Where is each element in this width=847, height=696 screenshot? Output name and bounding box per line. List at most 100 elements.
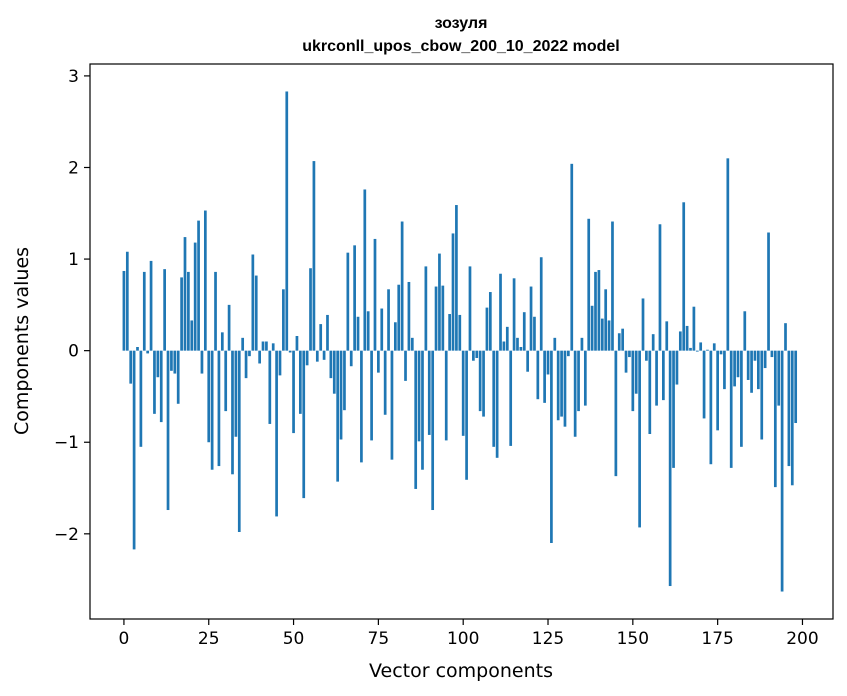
bar — [621, 328, 625, 351]
bar — [740, 350, 743, 447]
x-axis-label: Vector components — [369, 660, 553, 682]
bar — [397, 284, 401, 351]
bar — [315, 350, 319, 362]
bar — [709, 350, 713, 465]
bar — [784, 323, 787, 351]
bar — [203, 210, 207, 351]
bar — [594, 271, 597, 351]
bar — [539, 257, 543, 351]
bar — [153, 350, 156, 414]
bar — [624, 350, 628, 373]
bar — [699, 342, 703, 351]
bar — [258, 350, 261, 364]
bar — [407, 281, 411, 351]
bar — [414, 350, 418, 489]
bar — [329, 350, 333, 379]
bar — [787, 350, 791, 467]
bar — [220, 332, 224, 351]
bar — [570, 163, 574, 351]
bar — [200, 350, 204, 374]
bar — [275, 350, 278, 517]
bar — [360, 350, 363, 463]
bar — [526, 350, 530, 372]
bar — [122, 270, 126, 351]
bar — [672, 350, 675, 468]
bar — [455, 205, 458, 351]
bar — [475, 350, 479, 358]
bar — [499, 273, 502, 351]
bar — [773, 350, 777, 488]
bar — [421, 350, 424, 470]
bar — [733, 350, 736, 387]
bar — [723, 350, 726, 390]
bar — [237, 350, 241, 532]
bar — [139, 350, 143, 447]
bar — [451, 233, 455, 351]
bar — [648, 350, 652, 434]
x-tick-label: 175 — [701, 629, 733, 649]
bar — [170, 350, 173, 371]
bar — [285, 91, 289, 351]
bar — [295, 336, 299, 351]
bar — [210, 350, 214, 470]
bar — [149, 260, 153, 351]
bar — [190, 320, 194, 351]
bar — [441, 285, 445, 351]
bar — [655, 350, 658, 406]
bar — [248, 350, 251, 357]
bar — [312, 161, 316, 351]
bar — [488, 292, 492, 351]
bar — [600, 318, 604, 351]
bar — [716, 350, 719, 431]
bar — [309, 268, 312, 351]
y-tick-label: 1 — [68, 250, 79, 270]
bar — [353, 245, 356, 351]
bar — [665, 321, 669, 351]
bar — [434, 286, 438, 351]
plot-area-frame — [89, 63, 834, 620]
bar — [706, 349, 709, 351]
bar — [377, 350, 380, 373]
bar — [136, 347, 139, 351]
bar — [675, 350, 679, 385]
x-tick-label: 0 — [119, 629, 130, 649]
bar — [638, 350, 641, 528]
bar — [529, 286, 533, 351]
bar — [760, 350, 764, 440]
bar — [628, 350, 631, 358]
bar — [336, 350, 340, 482]
bar — [743, 311, 747, 351]
chart-title: зозуля — [435, 15, 488, 32]
bar — [444, 350, 448, 441]
bar — [288, 350, 292, 353]
bar — [431, 350, 435, 511]
bar — [282, 289, 285, 351]
bar — [370, 350, 373, 441]
bar — [750, 350, 753, 393]
bar — [197, 220, 200, 351]
x-tick-label: 125 — [532, 629, 564, 649]
bar — [125, 251, 129, 351]
bar — [187, 271, 190, 351]
bar — [726, 158, 730, 351]
bar — [492, 350, 496, 447]
bar — [533, 316, 536, 351]
bar — [183, 237, 187, 351]
bar — [305, 350, 309, 366]
bar — [645, 350, 648, 361]
bar — [400, 221, 404, 351]
chart-subtitle: ukrconll_upos_cbow_200_10_2022 model — [302, 38, 619, 55]
bar — [380, 308, 384, 351]
bar — [156, 350, 160, 378]
x-tick-label: 25 — [198, 629, 220, 649]
bar — [573, 350, 577, 437]
y-tick-label: 3 — [68, 67, 79, 87]
bar — [129, 350, 133, 384]
bar — [363, 189, 367, 351]
bar — [332, 350, 336, 394]
bar — [302, 350, 306, 499]
bar — [132, 350, 136, 550]
bar — [180, 277, 183, 351]
bar — [461, 350, 465, 436]
bar — [543, 350, 546, 403]
